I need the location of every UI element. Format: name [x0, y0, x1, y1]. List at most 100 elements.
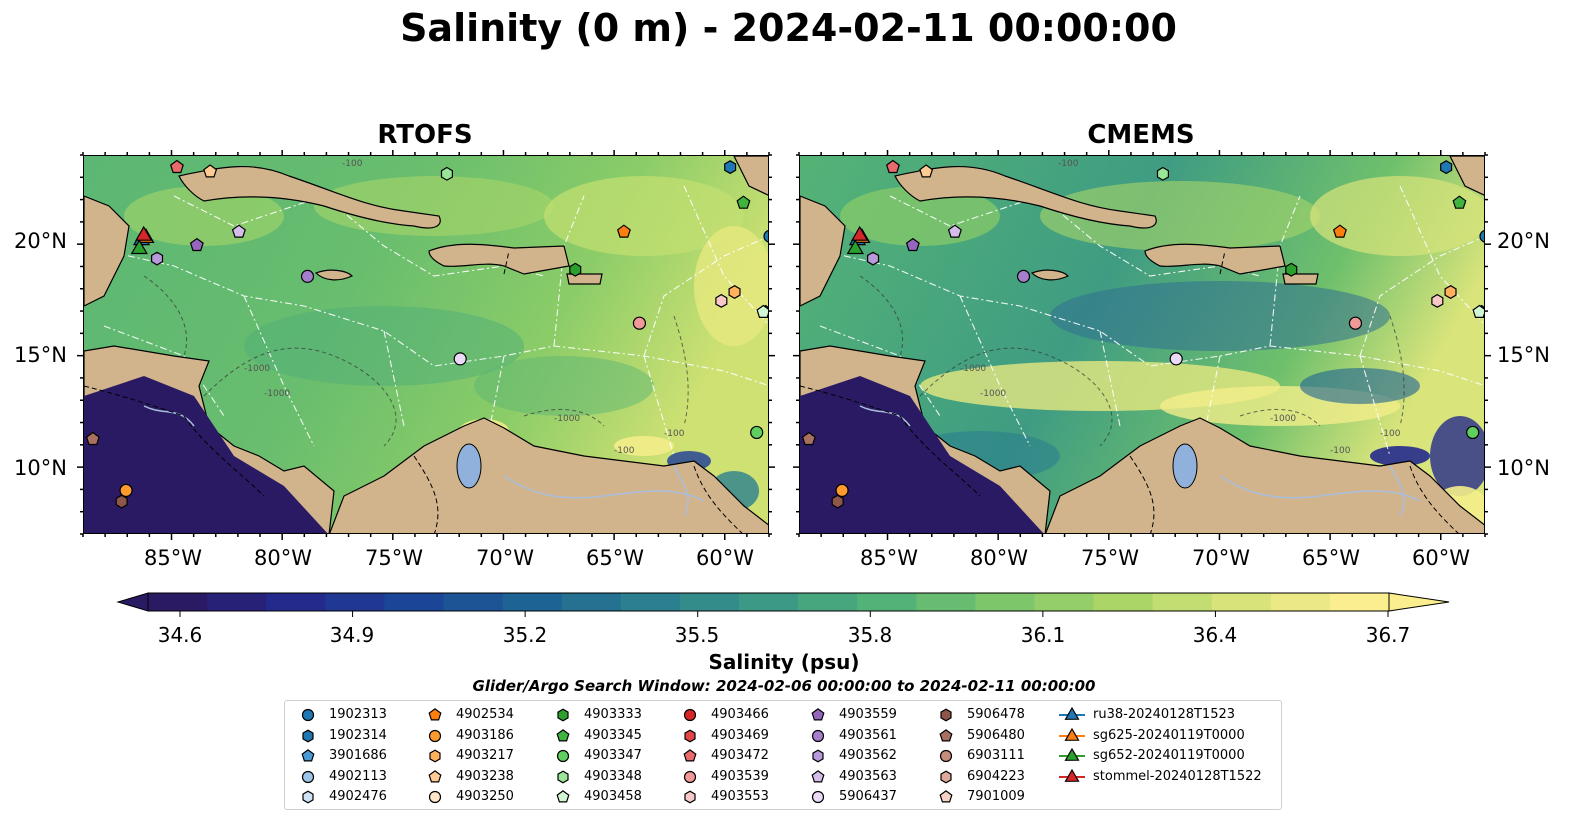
colorbar-tick-label: 36.1	[1020, 623, 1066, 647]
triangle-icon	[1059, 707, 1085, 720]
legend-label: 4903186	[456, 727, 514, 743]
float-marker-1902313	[763, 229, 768, 243]
float-marker-4902534	[616, 224, 631, 238]
colorbar-segment	[857, 593, 917, 611]
colorbar-segment	[561, 593, 622, 611]
legend-label: 5906478	[967, 707, 1025, 722]
legend-label: 4903348	[584, 768, 642, 784]
lon-label-60w-left: 60°W	[696, 546, 754, 570]
float-marker-1902313	[1479, 229, 1484, 243]
rivers	[143, 405, 705, 517]
hexagon-icon	[940, 708, 952, 722]
pacific-fill	[84, 376, 328, 533]
pentagon-icon	[811, 769, 825, 782]
float-marker-4903238	[203, 164, 218, 178]
pentagon-icon	[301, 749, 315, 762]
pentagon-icon	[556, 728, 570, 741]
colorbar-segment	[325, 593, 385, 611]
svg-text:-1000: -1000	[980, 389, 1006, 399]
pentagon-icon	[811, 708, 825, 721]
colorbar-segment	[1270, 593, 1331, 611]
yucatan-landmass	[84, 195, 130, 307]
float-marker-4903553	[715, 293, 728, 308]
colorbar-segment	[1152, 593, 1213, 611]
float-marker-5906478	[115, 494, 128, 509]
lat-label-20n-right: 20°N	[1497, 229, 1550, 253]
hexagon-icon	[302, 729, 314, 742]
colorbar-segment	[148, 593, 208, 611]
legend-label: 3901686	[329, 748, 387, 763]
legend-label: 4903469	[711, 727, 769, 743]
lon-label-70w-right: 70°W	[1192, 546, 1250, 570]
northeast-landmass	[1449, 156, 1484, 196]
circle-icon	[683, 708, 697, 722]
legend-label: stommel-20240128T1522	[1093, 768, 1262, 784]
colorbar-segment	[1034, 593, 1095, 611]
colorbar-segment	[266, 593, 326, 611]
float-marker-4903539	[1348, 316, 1363, 330]
legend-label: 4903466	[711, 707, 769, 722]
pentagon-icon	[939, 728, 953, 741]
bathymetry-contours	[859, 275, 1405, 447]
figure-title: Salinity (0 m) - 2024-02-11 00:00:00	[400, 6, 1177, 50]
float-marker-4903559	[189, 237, 204, 252]
float-marker-5906437	[453, 352, 467, 366]
float-marker-4903562	[866, 251, 880, 266]
float-marker-4903186	[119, 483, 133, 498]
cmems-map: -100 -1000 -100 -1000 -1000 -100	[799, 155, 1485, 534]
legend-label: 6903111	[967, 748, 1025, 763]
pentagon-icon	[428, 769, 442, 782]
glider-marker-sg652-20240119T0000	[130, 239, 148, 255]
legend-label: 4903553	[711, 789, 769, 804]
float-marker-4903458	[1472, 304, 1484, 318]
legend-label: 1902313	[329, 707, 387, 722]
pacific-fill	[800, 376, 1044, 533]
svg-text:-1000: -1000	[244, 364, 270, 374]
cmems-map-canvas: -100 -1000 -100 -1000 -1000 -100	[800, 156, 1484, 533]
lon-label-85w-right: 85°W	[860, 546, 918, 570]
bathymetry-contours	[143, 275, 689, 447]
circle-icon	[683, 770, 697, 783]
colorbar-segment	[443, 593, 504, 611]
rivers	[859, 405, 1421, 517]
legend-label: 4903250	[456, 789, 514, 804]
float-marker-4903186	[835, 483, 849, 498]
float-marker-4903238	[919, 164, 934, 178]
svg-text:-100: -100	[614, 446, 635, 456]
float-marker-4903347	[750, 425, 764, 440]
float-marker-4903559	[905, 237, 920, 252]
float-marker-5906437	[1169, 352, 1183, 366]
political-borders	[800, 250, 1459, 533]
northeast-landmass	[733, 156, 768, 196]
float-marker-1902314	[724, 160, 737, 175]
colorbar-tick-label: 35.5	[674, 623, 720, 647]
svg-text:-1000: -1000	[960, 364, 986, 374]
lon-label-75w-right: 75°W	[1081, 546, 1139, 570]
float-marker-4903562	[150, 251, 164, 266]
platform-markers	[801, 159, 1484, 509]
political-borders	[84, 250, 743, 533]
float-marker-5906480	[801, 431, 816, 446]
hexagon-icon	[940, 770, 952, 783]
contour-labels: -100 -1000 -100 -1000 -1000 -100	[244, 159, 685, 456]
colorbar-segment	[1093, 593, 1154, 611]
legend-label: sg625-20240119T0000	[1093, 727, 1245, 743]
hispaniola-landmass	[428, 243, 570, 275]
jamaica-landmass	[314, 269, 354, 281]
search-window-caption: Glider/Argo Search Window: 2024-02-06 00…	[472, 677, 1096, 695]
triangle-icon	[1059, 768, 1085, 782]
hexagon-icon	[684, 729, 696, 742]
float-marker-4903217	[728, 285, 741, 299]
float-marker-4903348	[440, 166, 453, 181]
svg-text:-1000: -1000	[264, 389, 290, 399]
circle-icon	[811, 729, 825, 742]
colorbar-label: Salinity (psu)	[708, 650, 860, 674]
colorbar-segment	[798, 593, 858, 611]
pentagon-icon	[683, 749, 697, 762]
legend-label: 4903563	[839, 768, 897, 784]
lon-label-80w-right: 80°W	[970, 546, 1028, 570]
legend-label: 4902476	[329, 789, 387, 804]
colorbar-segment	[384, 593, 444, 611]
legend-label: 5906480	[967, 727, 1025, 743]
hexagon-icon	[429, 749, 441, 763]
